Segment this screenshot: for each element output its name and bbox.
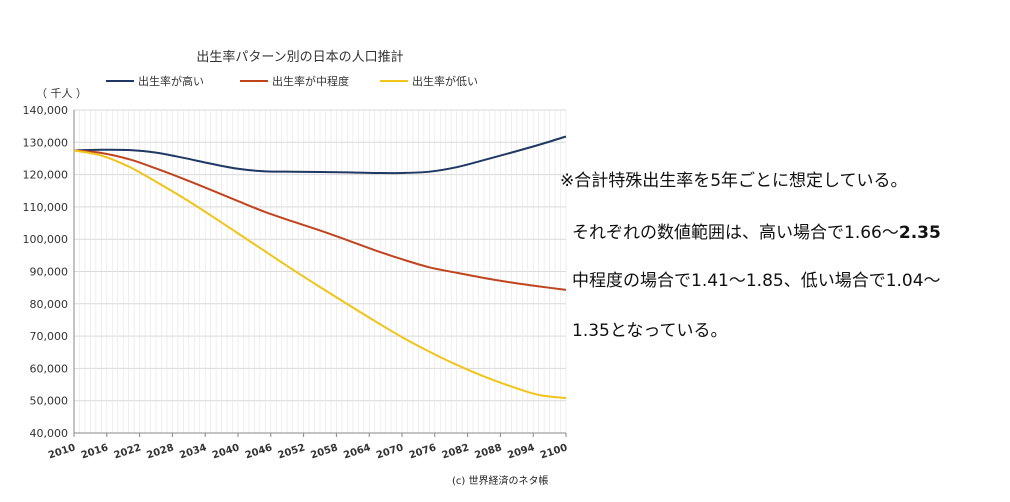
y-tick-label: 50,000 xyxy=(30,395,69,408)
y-tick-label: 90,000 xyxy=(30,266,69,279)
y-tick-label: 70,000 xyxy=(30,330,69,343)
y-tick-label: 140,000 xyxy=(23,104,69,117)
legend-label: 出生率が高い xyxy=(138,74,204,88)
axes xyxy=(73,110,566,434)
x-tick-label: 2076 xyxy=(408,442,438,461)
x-tick-labels: 2010 2016 2022 2028 2034 2040 2046 2052 2058 2064… xyxy=(47,433,569,461)
y-axis-unit-label: （ 千人 ） xyxy=(36,87,87,100)
x-tick-label: 2022 xyxy=(113,442,143,461)
x-tick-label: 2088 xyxy=(473,442,503,461)
x-tick-label: 2064 xyxy=(342,442,372,461)
x-tick-label: 2082 xyxy=(441,442,471,461)
chart-legend: 出生率が高い 出生率が中程度 出生率が低い xyxy=(106,74,478,88)
y-tick-label: 100,000 xyxy=(23,233,69,246)
y-tick-label: 60,000 xyxy=(30,362,69,375)
x-tick-label: 2100 xyxy=(539,442,569,461)
note-line-2-bold: 2.35 xyxy=(898,223,941,243)
x-tick-label: 2010 xyxy=(47,442,77,461)
x-tick-label: 2016 xyxy=(80,442,110,461)
x-tick-label: 2034 xyxy=(178,442,208,461)
x-tick-label: 2028 xyxy=(145,442,175,461)
legend-label: 出生率が低い xyxy=(412,74,478,88)
note-line-4: 1.35となっている。 xyxy=(572,321,728,341)
x-tick-label: 2070 xyxy=(375,442,405,461)
x-tick-label: 2058 xyxy=(309,442,339,461)
chart-title: 出生率パターン別の日本の人口推計 xyxy=(196,49,403,65)
series-line-2 xyxy=(73,149,567,400)
legend-label: 出生率が中程度 xyxy=(272,74,349,88)
credit-text: (c) 世界経済のネタ帳 xyxy=(452,476,549,487)
series-line-1 xyxy=(73,149,567,291)
note-line-2: それぞれの数値範囲は、高い場合で1.66～2.35 xyxy=(572,218,941,243)
x-tick-label: 2046 xyxy=(244,442,274,461)
note-line-2-text: それぞれの数値範囲は、高い場合で1.66～ xyxy=(572,223,899,243)
series-lines xyxy=(73,135,567,400)
y-tick-label: 40,000 xyxy=(30,427,69,440)
y-tick-label: 130,000 xyxy=(23,136,69,149)
y-tick-label: 80,000 xyxy=(30,298,69,311)
series-line-0 xyxy=(73,135,567,175)
grid-lines xyxy=(73,109,567,434)
y-tick-labels: 40,000 50,000 60,000 70,000 80,000 90,000 100,… xyxy=(23,104,69,440)
note-line-1: ※合計特殊出生率を5年ごとに想定している。 xyxy=(560,171,908,191)
population-line-chart: 出生率パターン別の日本の人口推計 （ 千人 ） 出生率が高い 出生率が中程度 出生率… xyxy=(23,49,569,461)
y-tick-label: 110,000 xyxy=(23,201,69,214)
x-tick-label: 2094 xyxy=(506,442,536,461)
x-tick-label: 2052 xyxy=(277,442,307,461)
y-tick-label: 120,000 xyxy=(23,169,69,182)
x-tick-label: 2040 xyxy=(211,442,241,461)
note-line-3: 中程度の場合で1.41～1.85、低い場合で1.04～ xyxy=(572,271,941,291)
